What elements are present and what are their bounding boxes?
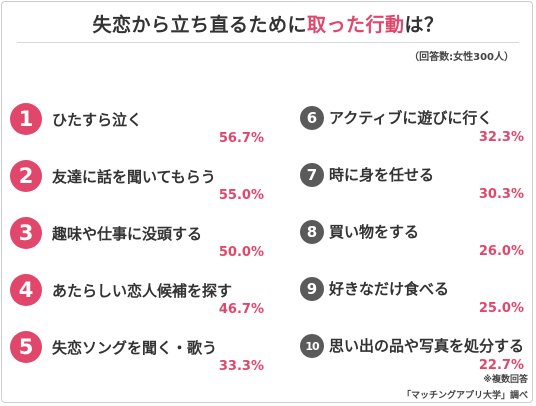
- rank-item-7: 7 時に身を任せる 30.3%: [296, 160, 530, 210]
- title-pre: 失恋から立ち直るために: [92, 14, 307, 36]
- rank-label: 失恋ソングを聞く・歌う: [52, 339, 218, 357]
- title-post: は？: [404, 14, 444, 36]
- rank-label: ひたすら泣く: [52, 111, 143, 129]
- rank-percentage: 25.0%: [478, 301, 524, 316]
- rank-percentage: 30.3%: [478, 187, 524, 202]
- rank-item-2: 2 友達に話を聞いてもらう 55.0%: [10, 160, 264, 210]
- rank-item-1: 1 ひたすら泣く 56.7%: [10, 103, 264, 153]
- rank-percentage: 33.3%: [218, 359, 264, 374]
- rank-badge: 9: [300, 277, 324, 301]
- rank-label: アクティブに遊びに行く: [329, 109, 493, 127]
- rank-badge: 7: [300, 163, 324, 187]
- rank-percentage: 56.7%: [218, 131, 264, 146]
- rank-label: 友達に話を聞いてもらう: [52, 168, 216, 186]
- rank-percentage: 55.0%: [218, 188, 264, 203]
- rank-badge: 4: [10, 274, 42, 306]
- rank-label: 時に身を任せる: [329, 166, 435, 184]
- respondent-note: （回答数:女性300人）: [409, 52, 514, 63]
- rank-percentage: 26.0%: [478, 244, 524, 259]
- rank-badge: 3: [10, 217, 42, 249]
- rank-badge: 1: [10, 103, 42, 135]
- rank-badge: 5: [10, 331, 42, 363]
- rank-item-5: 5 失恋ソングを聞く・歌う 33.3%: [10, 331, 264, 381]
- title-highlight: 取った行動: [306, 14, 405, 36]
- title-divider: [17, 42, 519, 43]
- rank-item-10: 10 思い出の品や写真を処分する 22.7%: [296, 331, 530, 381]
- rank-percentage: 46.7%: [218, 302, 264, 317]
- rank-percentage: 22.7%: [478, 358, 524, 373]
- rank-percentage: 50.0%: [218, 245, 264, 260]
- footnote: ※複数回答: [483, 375, 528, 385]
- rank-label: 好きなだけ食べる: [329, 280, 450, 298]
- rank-percentage: 32.3%: [478, 130, 524, 145]
- rank-item-9: 9 好きなだけ食べる 25.0%: [296, 274, 530, 324]
- rank-label: あたらしい恋人候補を探す: [52, 282, 233, 300]
- rank-item-4: 4 あたらしい恋人候補を探す 46.7%: [10, 274, 264, 324]
- rank-label: 趣味や仕事に没頭する: [52, 225, 203, 243]
- chart-title: 失恋から立ち直るために取った行動は？: [0, 10, 536, 37]
- rank-badge: 8: [300, 220, 324, 244]
- source-note: 「マッチングアプリ大学」調べ: [401, 391, 528, 401]
- rank-item-3: 3 趣味や仕事に没頭する 50.0%: [10, 217, 264, 267]
- rank-badge: 2: [10, 160, 42, 192]
- rank-item-6: 6 アクティブに遊びに行く 32.3%: [296, 103, 530, 153]
- rank-label: 思い出の品や写真を処分する: [329, 337, 525, 355]
- rank-label: 買い物をする: [329, 223, 420, 241]
- rank-badge: 6: [300, 106, 324, 130]
- rank-item-8: 8 買い物をする 26.0%: [296, 217, 530, 267]
- rank-badge: 10: [300, 334, 324, 358]
